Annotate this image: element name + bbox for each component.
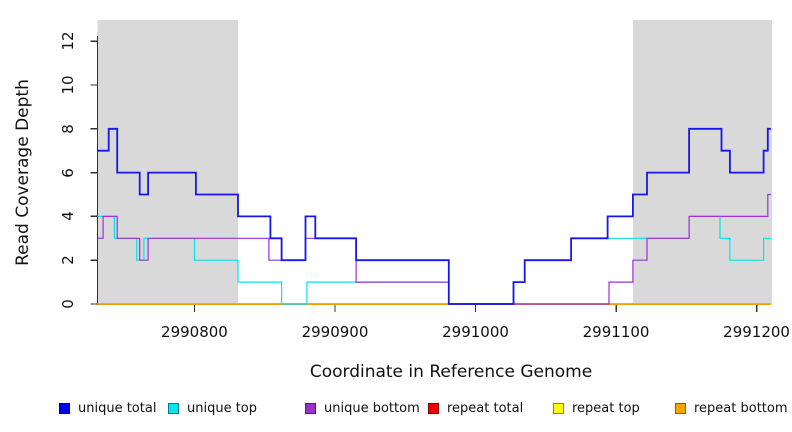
y-tick-label: 8 — [59, 124, 77, 134]
y-tick-label: 0 — [59, 299, 77, 309]
legend-item: repeat top — [553, 398, 640, 418]
legend-item: unique total — [59, 398, 156, 418]
legend-label: repeat bottom — [694, 400, 788, 416]
x-tick-label: 2991200 — [723, 323, 790, 341]
legend-label: unique total — [78, 400, 157, 416]
legend-item: unique top — [168, 398, 257, 418]
x-tick-label: 2990800 — [161, 323, 228, 341]
shaded-region — [97, 20, 239, 304]
x-tick-label: 2991000 — [442, 323, 509, 341]
legend-item: repeat bottom — [675, 398, 788, 418]
legend-swatch-icon — [305, 402, 316, 414]
y-tick-label: 6 — [59, 167, 77, 178]
x-tick-label: 2991100 — [582, 323, 650, 341]
legend-swatch-icon — [428, 402, 439, 414]
y-tick-label: 4 — [59, 211, 77, 222]
legend: unique total unique top unique bottom repea… — [0, 398, 792, 422]
y-tick-label: 12 — [59, 31, 77, 51]
legend-item: repeat total — [428, 398, 523, 418]
shaded-region — [632, 20, 773, 304]
x-tick-label: 2990900 — [301, 323, 369, 341]
legend-item: unique bottom — [305, 398, 420, 418]
legend-label: unique bottom — [324, 400, 420, 416]
legend-label: repeat top — [572, 400, 640, 416]
x-axis-title: Coordinate in Reference Genome — [0, 362, 792, 382]
legend-swatch-icon — [168, 402, 179, 414]
legend-swatch-icon — [59, 402, 70, 414]
legend-label: unique top — [187, 400, 258, 416]
y-tick-label: 2 — [59, 255, 77, 265]
series-unique-total — [97, 127, 771, 305]
legend-swatch-icon — [675, 402, 686, 414]
y-axis-title: Read Coverage Depth — [12, 79, 33, 266]
legend-label: repeat total — [447, 400, 524, 416]
y-tick-label: 10 — [59, 75, 77, 95]
legend-swatch-icon — [553, 402, 564, 414]
x-axis-title-text: Coordinate in Reference Genome — [309, 362, 593, 382]
